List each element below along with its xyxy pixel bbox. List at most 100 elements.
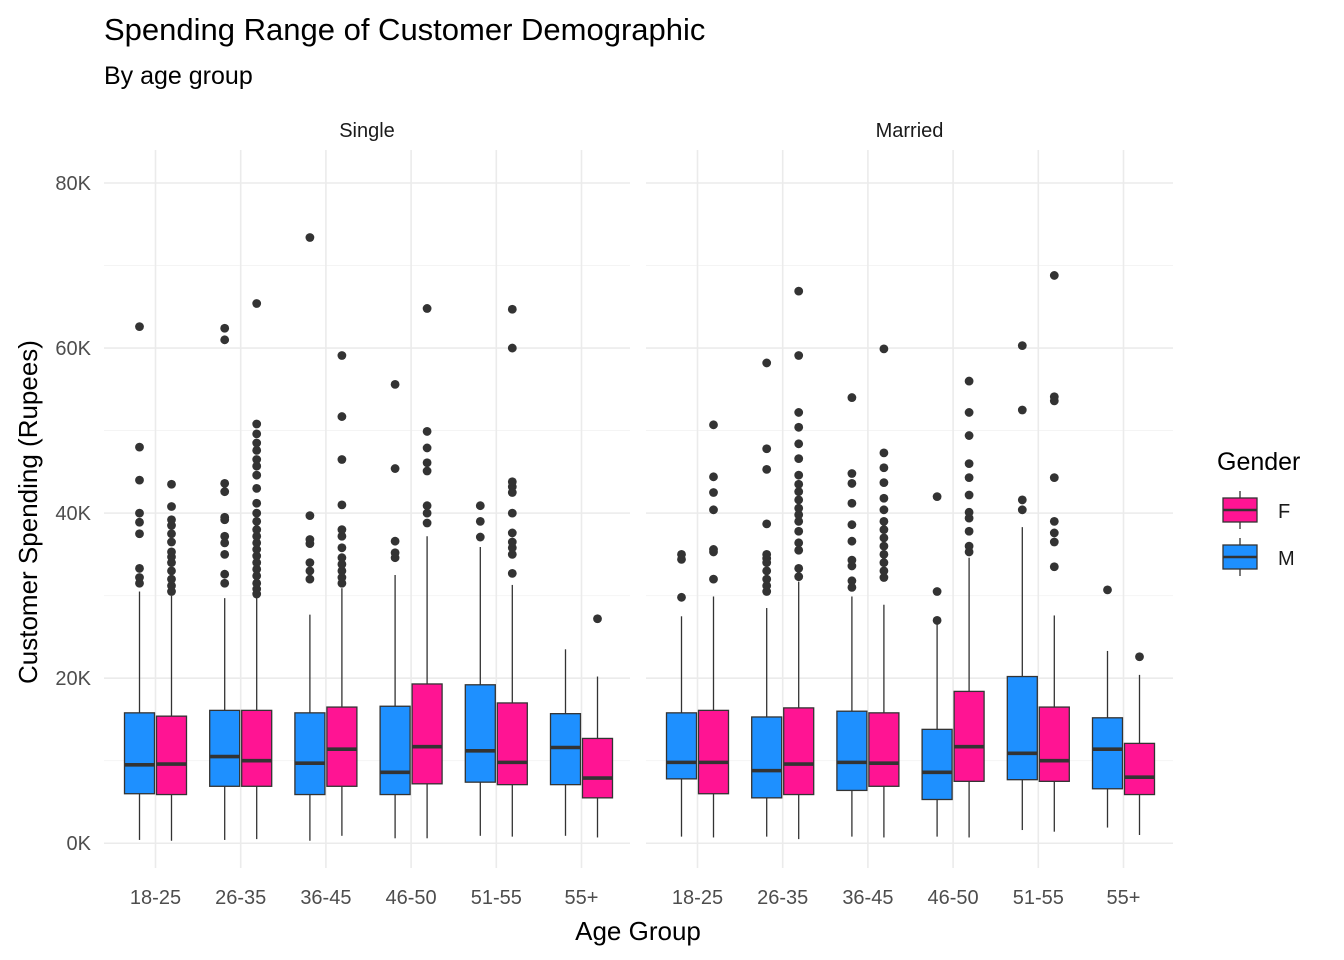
box-body [1123,742,1156,796]
facet-strip-label: Single [339,120,395,142]
outlier-point [252,429,262,439]
box-36-45-M [294,233,326,841]
outlier-point [794,526,804,536]
outlier-point [252,551,262,561]
outlier-point [337,351,347,360]
outlier-point [252,446,262,455]
outlier-point [305,574,315,584]
outlier-point [337,412,347,421]
outlier-point [422,518,432,528]
outlier-point [252,525,262,535]
outlier-point [593,614,602,624]
outlier-point [1017,495,1027,505]
box-body [1006,675,1038,781]
outlier-point [135,517,144,527]
outlier-point [879,525,889,535]
outlier-point [507,304,517,314]
x-tick-label: 36-45 [842,887,893,909]
x-tick-label: 46-50 [928,887,979,909]
outlier-point [167,574,176,584]
outlier-point [964,459,974,469]
outlier-point [252,470,262,480]
outlier-point [220,569,230,579]
y-tick-label: 20K [55,668,91,690]
box-18-25-F [155,479,188,841]
outlier-point [879,516,889,526]
x-tick-label: 18-25 [672,887,723,909]
box-body [868,712,900,787]
outlier-point [879,505,889,515]
outlier-point [507,568,517,578]
outlier-point [1103,585,1112,595]
legend: Gender F M [1217,448,1300,576]
gridlines [104,150,630,868]
outlier-point [794,503,804,513]
outlier-point [1049,562,1059,572]
outlier-point [337,566,347,576]
box-body [209,709,241,787]
outlier-point [964,431,974,440]
outlier-point [135,573,144,582]
x-tick-label: 51-55 [471,887,522,909]
legend-key-F: F [1222,491,1290,529]
outlier-point [879,344,889,354]
outlier-point [794,564,804,573]
outlier-point [879,493,889,503]
outlier-point [879,541,889,551]
box-36-45-M [836,393,868,837]
outlier-point [252,461,262,471]
x-tick-label: 36-45 [300,887,351,909]
outlier-point [507,477,517,487]
outlier-point [709,488,718,497]
x-axis-title: Age Group [575,916,701,946]
outlier-point [167,537,176,547]
outlier-point [794,351,804,360]
outlier-point [167,515,176,525]
outlier-point [220,538,230,548]
outlier-point [422,304,432,313]
outlier-point [252,564,262,574]
outlier-point [1049,473,1059,483]
facet-strip-label: Married [876,120,944,142]
outlier-point [475,516,485,526]
x-tick-label: 46-50 [386,887,437,909]
outlier-point [847,498,857,508]
outlier-point [167,529,176,539]
x-tick-label: 26-35 [215,887,266,909]
outlier-point [252,498,262,508]
outlier-point [252,299,262,308]
outlier-point [879,566,889,576]
outlier-point [507,343,517,353]
outlier-point [762,358,772,368]
outlier-point [305,535,315,544]
box-55+-M [549,649,582,836]
outlier-point [932,492,942,502]
outlier-point [794,470,804,480]
y-axis: 0K 20K 40K 60K 80K [55,173,91,855]
outlier-point [475,532,485,542]
outlier-point [135,322,144,332]
outlier-point [135,564,144,573]
outlier-point [762,581,772,591]
outlier-point [964,376,974,386]
outlier-point [879,533,889,543]
outlier-point [135,442,144,452]
box-body [464,684,496,783]
legend-key-M: M [1222,538,1295,576]
box-55+-F [1123,652,1156,835]
legend-label: M [1278,548,1295,570]
box-46-50-M [921,492,953,837]
outlier-point [252,438,262,448]
outlier-point [252,483,262,493]
y-tick-label: 40K [55,503,91,525]
outlier-point [475,501,485,511]
outlier-point [879,573,889,582]
box-18-25-M [123,322,156,840]
outlier-point [847,536,857,546]
outlier-point [964,408,974,417]
outlier-point [337,559,347,569]
box-body [921,728,953,801]
outlier-point [390,548,400,558]
box-body [783,707,815,796]
